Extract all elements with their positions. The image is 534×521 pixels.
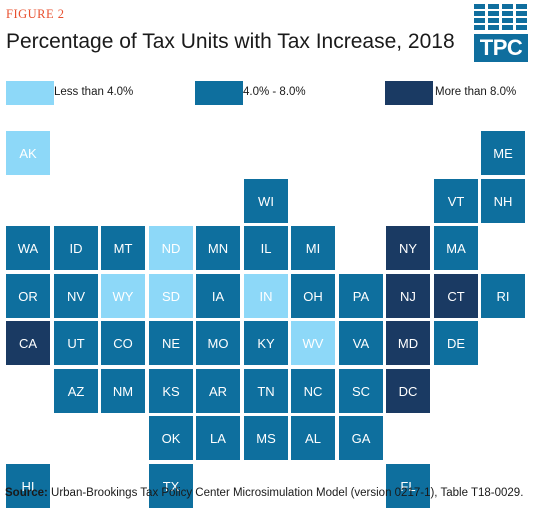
state-tile-az: AZ bbox=[54, 369, 98, 413]
state-tile-ms: MS bbox=[244, 416, 288, 460]
state-tile-mn: MN bbox=[196, 226, 240, 270]
chart-title: Percentage of Tax Units with Tax Increas… bbox=[6, 30, 455, 53]
state-tile-in: IN bbox=[244, 274, 288, 318]
state-tile-ct: CT bbox=[434, 274, 478, 318]
state-tile-sc: SC bbox=[339, 369, 383, 413]
legend-swatch-mid bbox=[195, 81, 243, 105]
state-tile-id: ID bbox=[54, 226, 98, 270]
state-tile-nm: NM bbox=[101, 369, 145, 413]
state-tile-il: IL bbox=[244, 226, 288, 270]
state-tile-ny: NY bbox=[386, 226, 430, 270]
state-tile-wy: WY bbox=[101, 274, 145, 318]
logo-text: TPC bbox=[474, 34, 528, 62]
state-tile-sd: SD bbox=[149, 274, 193, 318]
source-text: Urban-Brookings Tax Policy Center Micros… bbox=[47, 487, 524, 499]
state-tile-tx: TX bbox=[149, 464, 193, 508]
legend-item-mid: 4.0% - 8.0% bbox=[195, 81, 375, 105]
state-tile-ok: OK bbox=[149, 416, 193, 460]
figure-label: FIGURE 2 bbox=[6, 7, 65, 21]
state-tile-ks: KS bbox=[149, 369, 193, 413]
state-tile-nd: ND bbox=[149, 226, 193, 270]
legend-swatch-high bbox=[385, 81, 433, 105]
state-tile-ca: CA bbox=[6, 321, 50, 365]
state-tile-la: LA bbox=[196, 416, 240, 460]
legend-label-mid: 4.0% - 8.0% bbox=[243, 86, 306, 98]
state-tile-wi: WI bbox=[244, 179, 288, 223]
state-tile-ky: KY bbox=[244, 321, 288, 365]
state-tile-ri: RI bbox=[481, 274, 525, 318]
source-note: Source: Urban-Brookings Tax Policy Cente… bbox=[5, 486, 525, 501]
state-tile-mo: MO bbox=[196, 321, 240, 365]
legend-item-high: More than 8.0% bbox=[385, 81, 530, 105]
state-tile-mt: MT bbox=[101, 226, 145, 270]
state-tile-nh: NH bbox=[481, 179, 525, 223]
state-tile-co: CO bbox=[101, 321, 145, 365]
state-tile-tn: TN bbox=[244, 369, 288, 413]
legend-label-high: More than 8.0% bbox=[435, 86, 517, 98]
state-tile-ma: MA bbox=[434, 226, 478, 270]
state-tile-vt: VT bbox=[434, 179, 478, 223]
state-tile-ia: IA bbox=[196, 274, 240, 318]
legend-item-low: Less than 4.0% bbox=[6, 81, 186, 105]
state-tile-wv: WV bbox=[291, 321, 335, 365]
state-tile-ak: AK bbox=[6, 131, 50, 175]
state-tile-nj: NJ bbox=[386, 274, 430, 318]
legend-label-low: Less than 4.0% bbox=[54, 86, 134, 98]
state-tile-dc: DC bbox=[386, 369, 430, 413]
state-tile-md: MD bbox=[386, 321, 430, 365]
state-tile-al: AL bbox=[291, 416, 335, 460]
legend-swatch-low bbox=[6, 81, 54, 105]
state-tile-nv: NV bbox=[54, 274, 98, 318]
state-tile-oh: OH bbox=[291, 274, 335, 318]
state-tile-de: DE bbox=[434, 321, 478, 365]
state-tile-hi: HI bbox=[6, 464, 50, 508]
state-tile-or: OR bbox=[6, 274, 50, 318]
state-tile-fl: FL bbox=[386, 464, 430, 508]
state-tile-me: ME bbox=[481, 131, 525, 175]
state-tile-mi: MI bbox=[291, 226, 335, 270]
logo-grid-icon bbox=[474, 4, 528, 34]
state-tile-va: VA bbox=[339, 321, 383, 365]
state-tile-ne: NE bbox=[149, 321, 193, 365]
source-label: Source: bbox=[5, 487, 48, 499]
state-tile-ar: AR bbox=[196, 369, 240, 413]
state-tile-wa: WA bbox=[6, 226, 50, 270]
tpc-logo: TPC bbox=[474, 4, 528, 62]
state-tile-nc: NC bbox=[291, 369, 335, 413]
state-tile-pa: PA bbox=[339, 274, 383, 318]
state-tile-ut: UT bbox=[54, 321, 98, 365]
state-tile-ga: GA bbox=[339, 416, 383, 460]
